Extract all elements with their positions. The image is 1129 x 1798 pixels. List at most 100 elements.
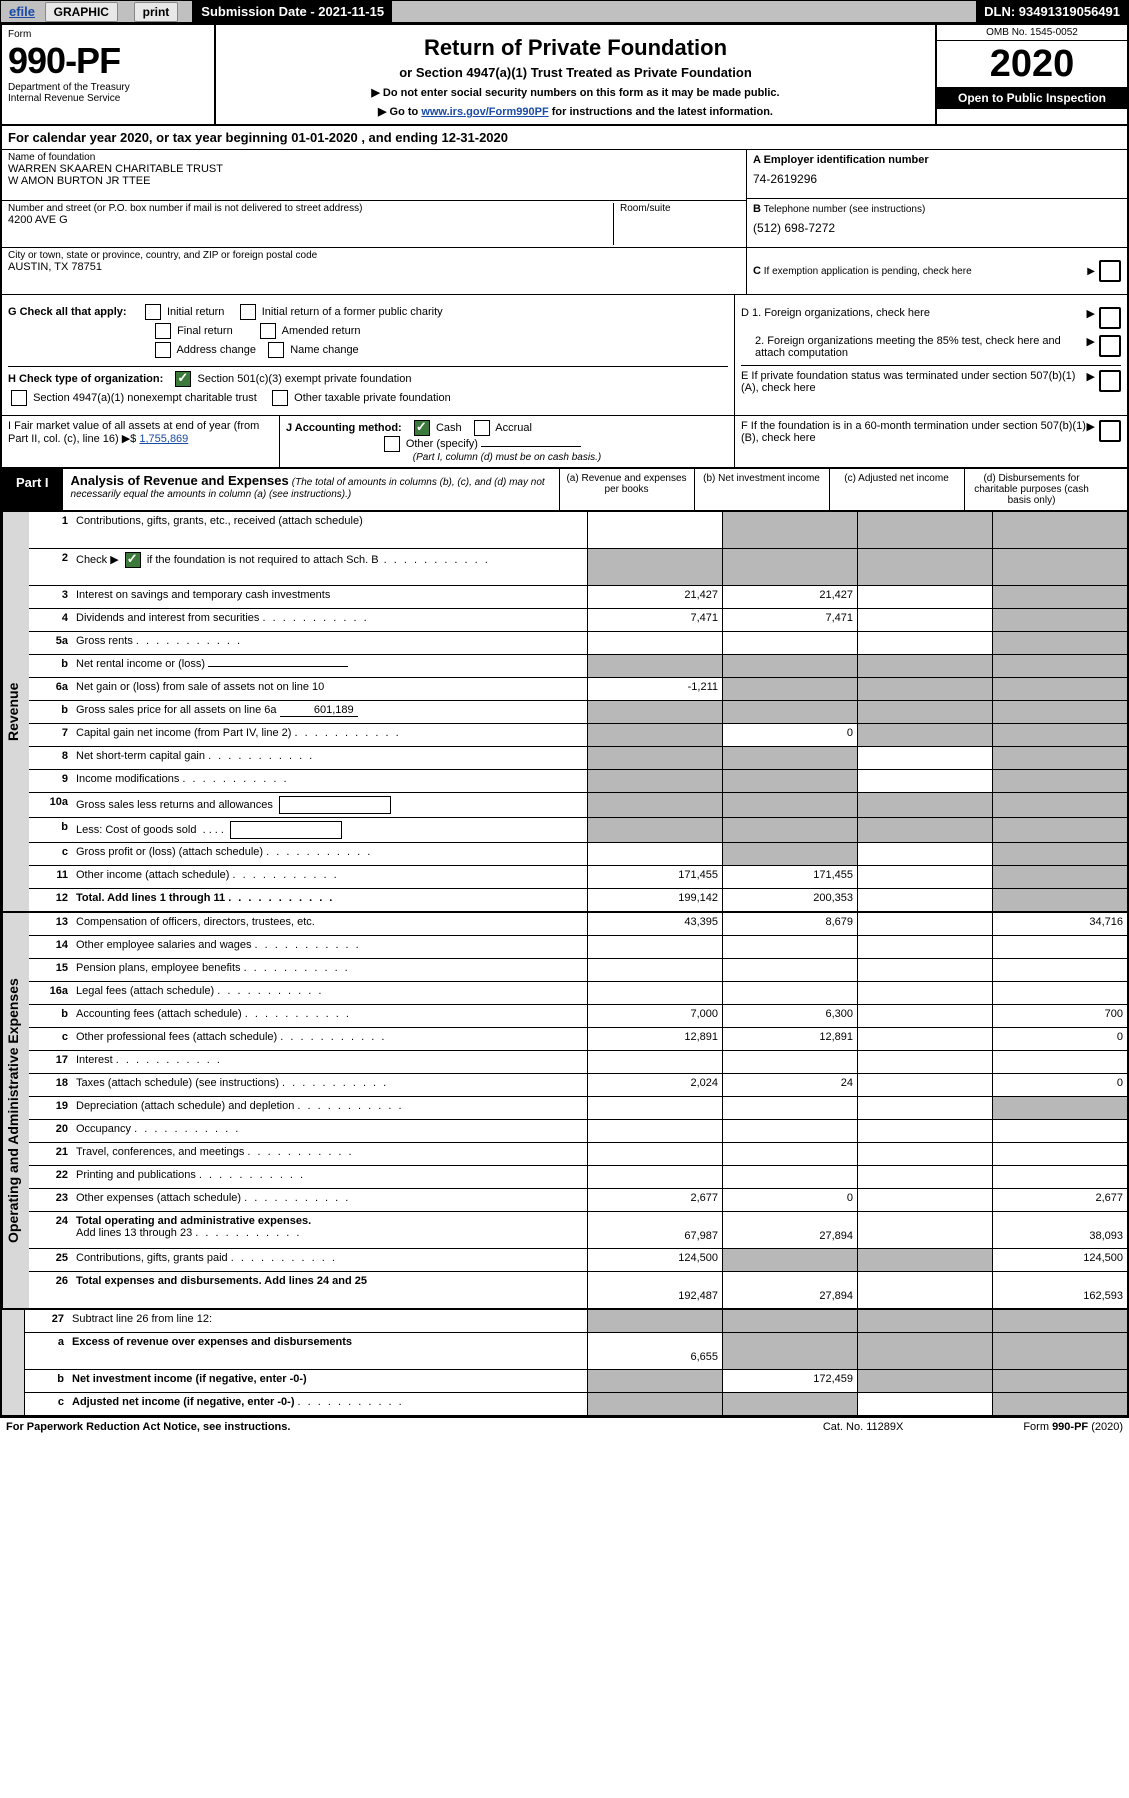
expenses-section: Operating and Administrative Expenses 13… [2,911,1127,1308]
h-label: H Check type of organization: [8,373,163,385]
j-label: J Accounting method: [286,422,402,434]
row-5b: Net rental income or (loss) [72,655,587,677]
row-1: Contributions, gifts, grants, etc., rece… [72,512,587,548]
col-d-head: (d) Disbursements for charitable purpose… [964,469,1099,510]
city-label: City or town, state or province, country… [8,250,740,261]
row-16c: Other professional fees (attach schedule… [72,1028,587,1050]
top-bar: efile GRAPHIC print Submission Date - 20… [0,0,1129,23]
phone-value: (512) 698-7272 [753,221,1121,235]
dept-treasury: Department of the Treasury [8,82,208,93]
g-label: G Check all that apply: [8,306,127,318]
checkbox-final[interactable] [155,323,171,339]
row-6b: Gross sales price for all assets on line… [72,701,587,723]
row-6a: Net gain or (loss) from sale of assets n… [72,678,587,700]
street-label: Number and street (or P.O. box number if… [8,203,613,214]
ein-label: A Employer identification number [753,154,929,166]
checkbox-address[interactable] [155,342,171,358]
row-13: Compensation of officers, directors, tru… [72,913,587,935]
form-990pf: Form 990-PF Department of the Treasury I… [0,23,1129,1417]
city-state-zip: AUSTIN, TX 78751 [8,261,740,273]
form-header: Form 990-PF Department of the Treasury I… [2,25,1127,124]
row-27a: Excess of revenue over expenses and disb… [68,1333,587,1369]
row-8: Net short-term capital gain [72,747,587,769]
f-text: F If the foundation is in a 60-month ter… [741,420,1087,444]
checkbox-d2[interactable] [1099,335,1121,357]
revenue-section: Revenue 1Contributions, gifts, grants, e… [2,511,1127,911]
identification-block: Name of foundation WARREN SKAAREN CHARIT… [2,149,1127,294]
street-address: 4200 AVE G [8,214,613,226]
part-1-label: Part I [2,469,63,510]
print-btn[interactable]: print [134,2,179,22]
row-5a: Gross rents [72,632,587,654]
row-20: Occupancy [72,1120,587,1142]
row-22: Printing and publications [72,1166,587,1188]
row-17: Interest [72,1051,587,1073]
form-subtitle: or Section 4947(a)(1) Trust Treated as P… [222,65,929,80]
checkbox-4947[interactable] [11,390,27,406]
paperwork-notice: For Paperwork Reduction Act Notice, see … [6,1421,290,1433]
row-10c: Gross profit or (loss) (attach schedule) [72,843,587,865]
row-26: Total expenses and disbursements. Add li… [72,1272,587,1308]
checkbox-amended[interactable] [260,323,276,339]
checkbox-c[interactable] [1099,260,1121,282]
phone-label: Telephone number (see instructions) [764,204,926,215]
exemption-pending: If exemption application is pending, che… [764,266,1088,277]
d1-text: D 1. Foreign organizations, check here [741,307,1087,319]
checkbox-accrual[interactable] [474,420,490,436]
row-16b: Accounting fees (attach schedule) [72,1005,587,1027]
part-1-header: Part I Analysis of Revenue and Expenses … [2,467,1127,511]
checkbox-name[interactable] [268,342,284,358]
graphic-btn[interactable]: GRAPHIC [45,2,118,22]
omb-number: OMB No. 1545-0052 [937,25,1127,41]
e-text: E If private foundation status was termi… [741,370,1087,394]
efile-link[interactable]: efile [9,4,35,19]
row-21: Travel, conferences, and meetings [72,1143,587,1165]
part-1-title: Analysis of Revenue and Expenses [71,473,289,488]
row-15: Pension plans, employee benefits [72,959,587,981]
calendar-year: For calendar year 2020, or tax year begi… [2,124,1127,149]
checkbox-cash[interactable] [414,420,430,436]
row-19: Depreciation (attach schedule) and deple… [72,1097,587,1119]
row-10b: Less: Cost of goods sold . . . . [72,818,587,842]
row-25: Contributions, gifts, grants paid [72,1249,587,1271]
checkbox-sch-b[interactable] [125,552,141,568]
foundation-name-1: WARREN SKAAREN CHARITABLE TRUST [8,163,740,175]
foundation-name-2: W AMON BURTON JR TTEE [8,175,740,187]
name-label: Name of foundation [8,152,740,163]
row-9: Income modifications [72,770,587,792]
submission-date: Submission Date - 2021-11-15 [193,1,392,22]
row-24: Total operating and administrative expen… [72,1212,587,1248]
row-16a: Legal fees (attach schedule) [72,982,587,1004]
footer: For Paperwork Reduction Act Notice, see … [0,1417,1129,1436]
row-7: Capital gain net income (from Part IV, l… [72,724,587,746]
checkbox-initial[interactable] [145,304,161,320]
cat-no: Cat. No. 11289X [823,1421,904,1433]
dln: DLN: 93491319056491 [976,1,1128,22]
row-27-section: 27Subtract line 26 from line 12: aExcess… [2,1308,1127,1415]
ssn-note: ▶ Do not enter social security numbers o… [222,86,929,99]
row-23: Other expenses (attach schedule) [72,1189,587,1211]
side-revenue: Revenue [2,512,29,911]
col-c-head: (c) Adjusted net income [829,469,964,510]
form-number: 990-PF [8,40,208,82]
row-3: Interest on savings and temporary cash i… [72,586,587,608]
checkbox-other-tax[interactable] [272,390,288,406]
checkbox-initial-former[interactable] [240,304,256,320]
form-label: Form [8,29,208,40]
row-27c: Adjusted net income (if negative, enter … [68,1393,587,1415]
d2-text: 2. Foreign organizations meeting the 85%… [741,335,1087,359]
checkbox-other-acct[interactable] [384,436,400,452]
tax-year: 2020 [937,41,1127,87]
row-27b: Net investment income (if negative, ente… [68,1370,587,1392]
row-12: Total. Add lines 1 through 11 [72,889,587,911]
checkbox-f[interactable] [1099,420,1121,442]
row-18: Taxes (attach schedule) (see instruction… [72,1074,587,1096]
form-title: Return of Private Foundation [222,35,929,61]
open-public: Open to Public Inspection [937,87,1127,109]
checkbox-d1[interactable] [1099,307,1121,329]
irs-link[interactable]: www.irs.gov/Form990PF [421,106,548,118]
fmv-value[interactable]: 1,755,869 [139,433,188,445]
checkbox-e[interactable] [1099,370,1121,392]
checkbox-501c3[interactable] [175,371,191,387]
row-2: Check ▶ if the foundation is not require… [72,549,587,585]
